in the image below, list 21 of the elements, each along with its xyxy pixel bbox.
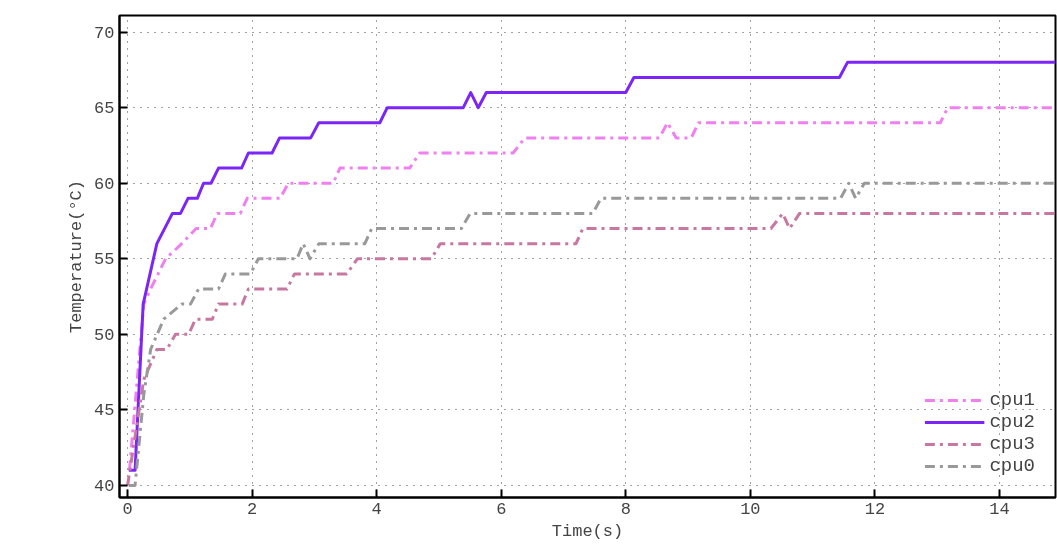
x-tick-label: 12: [864, 499, 886, 519]
y-axis-title: Temperature(°C): [67, 179, 87, 334]
x-tick-label: 14: [989, 499, 1010, 519]
y-tick-label: 45: [94, 401, 115, 421]
x-tick-label: 4: [371, 499, 382, 519]
legend-label: cpu2: [989, 411, 1035, 433]
y-tick-label: 70: [94, 23, 115, 43]
x-tick-label: 6: [496, 499, 507, 519]
x-axis-title: Time(s): [551, 521, 624, 541]
y-tick-label: 60: [94, 174, 115, 194]
y-tick-label: 40: [94, 476, 115, 496]
legend-label: cpu1: [989, 389, 1035, 411]
y-tick-label: 55: [94, 250, 115, 270]
y-tick-label: 65: [94, 99, 115, 119]
x-tick-label: 0: [122, 499, 133, 519]
x-tick-label: 10: [740, 499, 761, 519]
x-tick-label: 2: [247, 499, 258, 519]
legend-label: cpu0: [989, 455, 1035, 477]
legend-label: cpu3: [989, 433, 1035, 455]
x-tick-label: 8: [620, 499, 631, 519]
y-tick-label: 50: [94, 325, 115, 345]
